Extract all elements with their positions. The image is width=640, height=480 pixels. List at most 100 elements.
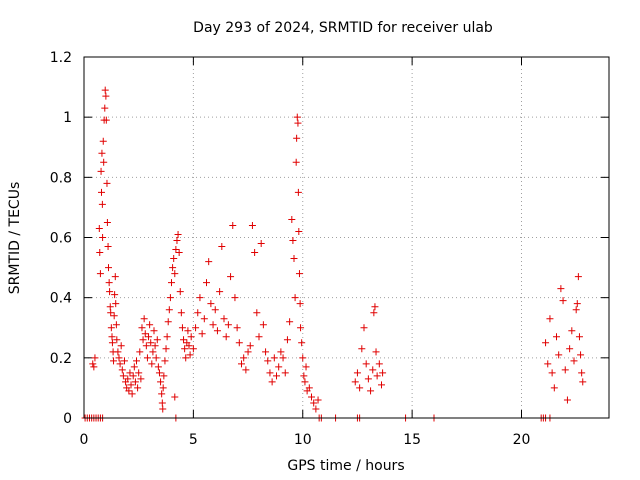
x-axis-label: GPS time / hours	[287, 458, 404, 474]
data-point	[125, 387, 133, 395]
data-point	[205, 258, 213, 266]
data-point	[149, 348, 157, 356]
data-point	[126, 369, 134, 377]
data-point	[270, 354, 278, 362]
data-point	[244, 348, 252, 356]
x-tick-label: 0	[80, 432, 89, 448]
data-point	[372, 348, 380, 356]
y-axis-label: SRMTID / TECUs	[7, 182, 23, 295]
data-point	[171, 393, 179, 401]
data-point	[375, 360, 383, 368]
data-point	[302, 363, 310, 371]
data-point	[233, 324, 241, 332]
data-point	[96, 249, 104, 257]
data-point	[542, 339, 550, 347]
data-point	[279, 354, 287, 362]
data-point	[129, 372, 137, 380]
data-point	[196, 294, 204, 302]
data-series-srmtid	[81, 86, 587, 422]
data-point	[566, 345, 574, 353]
data-point	[288, 215, 296, 223]
data-point	[90, 363, 98, 371]
x-tick-label: 10	[294, 432, 312, 448]
data-point	[364, 375, 372, 383]
data-point	[268, 378, 276, 386]
data-point	[297, 324, 305, 332]
data-point	[89, 360, 97, 368]
data-point	[240, 354, 248, 362]
data-point	[137, 375, 145, 383]
data-point	[165, 306, 173, 314]
data-point	[293, 134, 301, 142]
data-point	[102, 116, 110, 124]
data-point	[108, 339, 116, 347]
data-point	[373, 372, 381, 380]
data-point	[220, 315, 228, 323]
x-tick-label: 15	[403, 432, 421, 448]
data-point	[103, 179, 111, 187]
data-point	[174, 230, 182, 238]
data-point	[277, 348, 285, 356]
data-point	[257, 240, 265, 248]
data-point	[369, 366, 377, 374]
data-point	[166, 294, 174, 302]
data-point	[113, 336, 121, 344]
data-point	[118, 366, 126, 374]
data-point	[107, 324, 115, 332]
data-point	[296, 300, 304, 308]
data-point	[147, 339, 155, 347]
data-point	[298, 339, 306, 347]
data-point	[98, 200, 106, 208]
data-point	[379, 369, 387, 377]
data-point	[563, 396, 571, 404]
chart-title: Day 293 of 2024, SRMTID for receiver ula…	[193, 20, 493, 36]
data-point	[266, 369, 274, 377]
data-point	[294, 119, 302, 127]
data-point	[139, 336, 147, 344]
data-point	[169, 264, 177, 272]
data-point	[150, 327, 158, 335]
data-point	[200, 315, 208, 323]
data-point	[194, 309, 202, 317]
y-tick-label: 0	[63, 411, 72, 427]
data-point	[110, 357, 118, 365]
data-point	[136, 348, 144, 356]
data-point	[177, 309, 185, 317]
data-point	[98, 149, 106, 157]
data-point	[573, 300, 581, 308]
data-point	[362, 360, 370, 368]
data-point	[546, 315, 554, 323]
data-point	[211, 306, 219, 314]
data-point	[99, 234, 107, 241]
data-point	[101, 86, 109, 94]
data-point	[283, 336, 291, 344]
y-tick-label: 0.2	[50, 351, 72, 367]
data-point	[312, 405, 320, 413]
data-point	[111, 273, 119, 281]
data-point	[112, 300, 120, 308]
data-point	[289, 237, 297, 245]
data-point	[108, 333, 116, 341]
data-point	[351, 378, 359, 386]
data-point	[119, 372, 127, 380]
data-point	[159, 384, 167, 392]
data-point	[145, 333, 153, 341]
data-point	[176, 288, 184, 296]
data-point	[305, 384, 313, 392]
data-point	[358, 345, 366, 353]
data-point	[559, 297, 567, 305]
data-point	[242, 366, 250, 374]
data-point	[95, 224, 103, 232]
data-point	[91, 354, 99, 362]
data-point	[561, 366, 569, 374]
data-point	[153, 336, 161, 344]
data-point	[290, 255, 298, 263]
data-point	[246, 342, 254, 350]
data-point	[259, 321, 267, 329]
data-point	[130, 363, 138, 371]
data-point	[133, 357, 140, 365]
data-point	[103, 218, 111, 226]
data-point	[367, 387, 375, 395]
data-point	[192, 324, 200, 332]
data-point	[198, 330, 206, 338]
